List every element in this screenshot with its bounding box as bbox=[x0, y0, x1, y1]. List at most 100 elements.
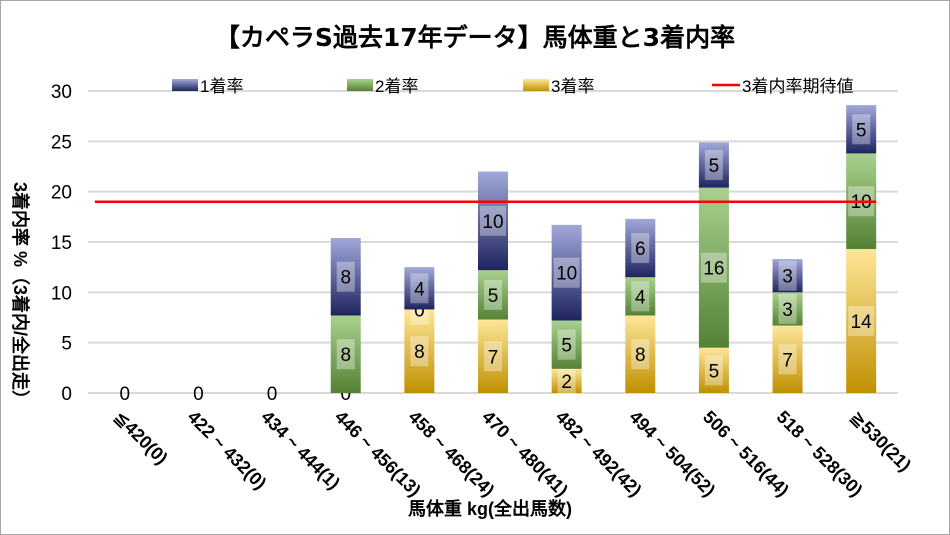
data-label-bg bbox=[852, 114, 871, 145]
y-tick-label: 20 bbox=[51, 183, 72, 204]
legend-swatch bbox=[347, 79, 373, 91]
data-label-bg bbox=[704, 355, 723, 386]
data-label-bg bbox=[480, 205, 506, 236]
data-label: 5 bbox=[709, 156, 720, 177]
bar-segment-1着率 bbox=[625, 218, 656, 278]
data-label: 10 bbox=[482, 212, 503, 233]
data-label: 0 bbox=[414, 300, 425, 321]
bar-segment-1着率 bbox=[330, 237, 361, 316]
data-label-bg bbox=[631, 339, 650, 370]
x-axis-ticks: ≦420(0) 422 ~ 432(0)434 ~ 444(1)446 ~ 456… bbox=[110, 407, 915, 501]
y-tick-label: 25 bbox=[51, 132, 72, 153]
legend-swatch bbox=[523, 79, 549, 91]
data-label-bg bbox=[336, 261, 355, 292]
data-label-bg bbox=[778, 293, 797, 324]
bar-segment-1着率 bbox=[478, 171, 508, 271]
data-label: 2 bbox=[561, 372, 572, 393]
data-label-bg bbox=[631, 233, 650, 264]
data-label-bg bbox=[484, 279, 502, 310]
bar-segment-3着率 bbox=[551, 368, 582, 393]
bar-stack: 2 5 10 bbox=[551, 224, 582, 396]
data-label-bg bbox=[557, 329, 576, 360]
legend-item: 3着内率期待値 bbox=[712, 77, 853, 96]
data-label-bg bbox=[557, 365, 576, 396]
legend-item: 2着率 bbox=[347, 77, 418, 96]
data-label: 4 bbox=[414, 279, 425, 300]
data-label-bg bbox=[778, 344, 797, 375]
data-label-bg bbox=[336, 339, 355, 370]
bar-segment-2着率 bbox=[551, 320, 582, 369]
data-label: 8 bbox=[340, 268, 351, 289]
bar-stack: 8 4 6 bbox=[625, 218, 656, 393]
y-axis-ticks: 0 5 10 15 20 25 30 bbox=[51, 82, 72, 405]
y-tick-label: 5 bbox=[61, 334, 72, 355]
legend-label: 1着率 bbox=[200, 77, 243, 96]
bar-segment-2着率 bbox=[698, 187, 729, 348]
bar-segment-2着率 bbox=[478, 270, 508, 320]
bar-segment-1着率 bbox=[551, 224, 582, 321]
bar-segment-1着率 bbox=[772, 259, 803, 293]
data-label: 0 bbox=[267, 384, 278, 405]
data-label: 8 bbox=[635, 345, 646, 366]
data-label-bg bbox=[553, 257, 580, 288]
bar-stack: 7 5 10 bbox=[478, 171, 508, 393]
data-label: 10 bbox=[556, 264, 577, 285]
legend-label: 3着内率期待値 bbox=[742, 77, 853, 96]
y-tick-label: 15 bbox=[51, 233, 72, 254]
x-tick-label: ≦420(0) bbox=[110, 407, 172, 469]
x-tick-label: ≧530(21) bbox=[846, 407, 915, 476]
bar-stack: 0 bbox=[120, 384, 131, 405]
bar-segment-3着率 bbox=[478, 319, 508, 393]
data-label: 7 bbox=[782, 350, 793, 371]
bar-segment-1着率 bbox=[404, 267, 435, 310]
legend-label: 2着率 bbox=[375, 77, 418, 96]
bar-segment-2着率 bbox=[625, 277, 656, 316]
bar-stack: 0 bbox=[267, 384, 278, 405]
data-label-bg bbox=[410, 336, 429, 367]
data-label: 16 bbox=[703, 259, 724, 280]
legend-swatch bbox=[172, 79, 198, 91]
y-tick-label: 0 bbox=[61, 384, 72, 405]
data-label-bg bbox=[700, 252, 727, 283]
data-label: 7 bbox=[488, 347, 499, 368]
data-label: 8 bbox=[414, 342, 425, 363]
data-label: 8 bbox=[340, 345, 351, 366]
data-label: 3 bbox=[782, 267, 793, 288]
legend-item: 3着率 bbox=[523, 77, 594, 96]
data-label: 3 bbox=[782, 300, 793, 321]
data-label-bg bbox=[410, 273, 429, 304]
bar-stack: 5 16 5 bbox=[698, 142, 729, 393]
data-label: 6 bbox=[635, 239, 646, 260]
data-label-bg bbox=[704, 149, 723, 180]
bar-stack: 0 bbox=[193, 384, 204, 405]
data-label-bg bbox=[848, 306, 875, 337]
data-label: 14 bbox=[851, 312, 873, 333]
legend: 1着率 2着率 3着率 3着内率期待値 bbox=[172, 77, 853, 96]
bar-segment-1着率 bbox=[846, 105, 877, 154]
bar-stack: 0 8 8 bbox=[330, 237, 361, 405]
chart-title: 【カペラS過去17年データ】馬体重と3着内率 bbox=[214, 23, 736, 52]
x-axis-label: 馬体重 kg(全出馬数) bbox=[408, 498, 572, 519]
y-tick-label: 10 bbox=[51, 283, 72, 304]
bar-stack: 7 3 3 bbox=[772, 259, 803, 393]
bar-segment-3着率 bbox=[625, 315, 656, 393]
y-tick-label: 30 bbox=[51, 82, 72, 103]
data-label: 5 bbox=[709, 361, 720, 382]
data-label: 5 bbox=[856, 120, 867, 141]
bar-segment-1着率 bbox=[698, 142, 729, 188]
bar-segment-3着率 bbox=[404, 309, 435, 393]
bar-segment-3着率 bbox=[772, 325, 803, 393]
data-label: 5 bbox=[561, 336, 572, 357]
bar-stack: 8 04 bbox=[404, 267, 435, 393]
bar-segment-2着率 bbox=[330, 315, 361, 393]
bar-segment-3着率 bbox=[846, 249, 877, 393]
data-label-bg bbox=[778, 260, 797, 291]
legend-label: 3着率 bbox=[551, 77, 594, 96]
bar-segment-3着率 bbox=[698, 347, 729, 393]
data-label: 0 bbox=[340, 384, 351, 405]
data-label: 4 bbox=[635, 287, 646, 308]
data-label-bg bbox=[631, 281, 650, 312]
